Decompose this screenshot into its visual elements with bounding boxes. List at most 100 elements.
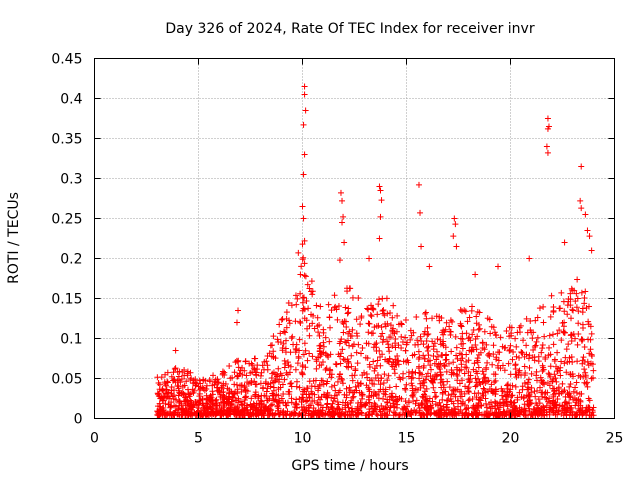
data-point [463,405,470,412]
data-point [585,321,592,328]
data-point [269,401,276,408]
data-point [541,390,548,397]
data-point [280,391,287,398]
data-point [281,376,288,383]
data-point [296,318,303,325]
data-point [301,151,308,158]
data-point [516,389,523,396]
data-point [582,211,589,218]
data-point [525,376,532,383]
data-point [313,358,320,365]
data-point [490,371,497,378]
data-point [570,388,577,395]
data-point [378,197,385,204]
data-point [438,352,445,359]
data-point [561,308,568,315]
data-point [301,386,308,393]
data-point [468,344,475,351]
data-point [281,357,288,364]
data-point [348,332,355,339]
data-point [308,288,315,295]
data-point [512,371,519,378]
data-point [282,399,289,406]
data-point [175,392,182,399]
data-point [399,375,406,382]
data-point [314,399,321,406]
data-point [523,392,530,399]
data-point [531,343,538,350]
data-point [443,356,450,363]
data-point [288,411,295,418]
data-point [390,409,397,416]
data-point [274,336,281,343]
data-point [417,333,424,340]
data-point [475,412,482,419]
data-point [265,397,271,404]
data-point [301,306,308,313]
data-point [273,373,280,380]
data-point [349,408,356,415]
data-point [156,386,163,393]
data-point [332,303,339,310]
data-point [517,408,524,415]
data-point [385,341,392,348]
data-point [377,381,384,388]
data-point [532,317,539,324]
data-point [465,368,472,375]
data-point [554,411,561,418]
data-point [451,405,458,412]
data-point [574,411,581,418]
data-point [194,409,201,416]
data-point [427,373,434,380]
data-point [351,389,358,396]
data-point [339,380,346,387]
data-point [425,358,432,365]
data-point [302,107,309,114]
data-point [334,407,341,414]
data-point [303,398,310,405]
data-point [214,402,221,409]
data-point [326,338,333,345]
data-point [492,377,499,384]
data-point [325,301,332,308]
data-point [380,307,387,314]
data-point [226,408,233,415]
data-point [420,364,427,371]
data-point [466,314,473,321]
data-point [466,377,473,384]
data-point [366,320,373,327]
data-point [421,355,428,362]
data-point [394,353,401,360]
data-point [535,396,542,403]
data-point [297,271,304,278]
data-point [156,400,163,407]
data-point [162,380,169,387]
data-point [349,326,356,333]
data-point [580,354,587,361]
data-point [567,290,574,297]
data-point [300,397,307,404]
data-point [470,366,477,373]
data-point [187,390,194,397]
data-point [252,389,259,396]
data-point [392,335,399,342]
data-point [533,400,540,407]
data-point [301,91,308,98]
data-point [348,352,355,359]
data-point [560,329,567,336]
data-point [162,371,169,378]
data-point [395,357,402,364]
data-point [519,383,526,390]
data-point [393,383,400,390]
data-point [288,399,295,406]
data-point [179,389,186,396]
data-point [559,319,566,326]
data-point [520,337,527,344]
data-point [253,371,260,378]
data-point [362,354,369,361]
data-point [274,407,281,414]
data-point [223,400,230,407]
data-point [409,385,416,392]
data-point [497,334,504,341]
